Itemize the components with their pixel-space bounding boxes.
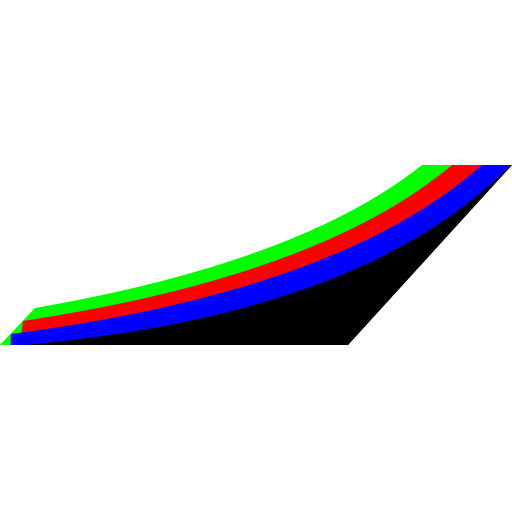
- black-body: [0, 165, 512, 345]
